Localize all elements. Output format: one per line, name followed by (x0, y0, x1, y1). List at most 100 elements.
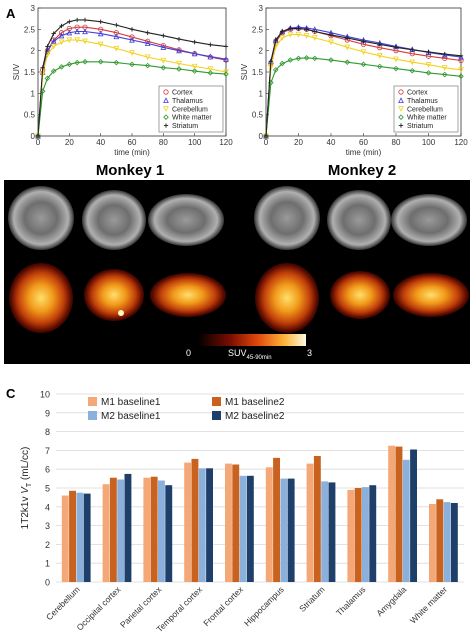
bar (232, 464, 240, 582)
data-point (458, 67, 464, 73)
data-point (223, 69, 229, 76)
data-point (207, 66, 214, 73)
category-label: Hippocampus (242, 584, 286, 628)
data-point (458, 57, 464, 64)
legend-marker (398, 97, 404, 103)
data-point (161, 33, 166, 38)
y-tick-label: 2 (259, 47, 264, 56)
data-point (328, 57, 334, 63)
y-tick-label: 1 (31, 89, 36, 98)
data-point (129, 27, 135, 32)
data-point (311, 55, 318, 62)
data-point (376, 63, 383, 70)
data-point (344, 44, 351, 51)
series-line (265, 33, 462, 137)
y-tick-label: 1.5 (252, 68, 264, 77)
bar (246, 475, 254, 582)
y-tick-label: 2 (31, 47, 36, 56)
data-point (82, 38, 88, 45)
x-tick-label: 100 (188, 138, 202, 147)
data-point (311, 35, 318, 41)
data-point (425, 70, 432, 76)
bar (76, 492, 84, 582)
bar (443, 502, 451, 582)
data-point (97, 58, 104, 65)
legend-marker (163, 97, 169, 103)
data-point (303, 33, 310, 39)
legend-marker (163, 123, 169, 128)
data-point (58, 64, 65, 70)
data-point (458, 53, 464, 60)
series-line (265, 57, 462, 137)
data-point (360, 49, 367, 56)
data-point (458, 53, 464, 58)
data-point (40, 65, 45, 70)
legend-label: M1 baseline2 (225, 397, 285, 408)
data-point (296, 26, 301, 31)
data-point (51, 31, 56, 36)
data-point (74, 37, 81, 44)
bar (313, 456, 321, 582)
series-line (37, 61, 227, 137)
data-point (44, 52, 51, 59)
y-tick-label: 0 (31, 132, 36, 141)
data-point (98, 19, 103, 24)
data-point (442, 51, 447, 57)
legend-marker (398, 114, 404, 120)
bar (61, 495, 69, 582)
data-point (360, 61, 367, 68)
colorbar-max: 3 (307, 348, 313, 358)
category-label: Cerebellum (44, 584, 82, 622)
y-tick-label: 7 (45, 446, 50, 456)
bar (206, 468, 213, 582)
m1-mri-coronal (82, 190, 146, 250)
data-point (129, 34, 135, 40)
data-point (144, 54, 151, 61)
x-tick-label: 80 (159, 138, 168, 147)
legend-marker (398, 123, 404, 128)
legend-label: M2 baseline2 (225, 411, 285, 422)
y-tick-label: 3 (45, 521, 50, 531)
y-tick-label: 5 (45, 484, 50, 494)
y-tick-label: 1 (259, 89, 264, 98)
y-tick-label: 9 (45, 408, 50, 418)
data-point (97, 30, 104, 37)
legend-swatch (212, 397, 221, 406)
data-point (113, 45, 120, 52)
legend-label: Cerebellum (407, 106, 443, 113)
y-tick-label: 3 (259, 4, 264, 13)
x-tick-label: 40 (96, 138, 105, 147)
data-point (191, 50, 198, 57)
data-point (441, 71, 448, 78)
legend-box (393, 85, 459, 133)
data-point (223, 44, 229, 49)
data-point (58, 32, 65, 39)
m2-pet-sagittal (393, 273, 469, 317)
legend-label: Striatum (172, 123, 198, 130)
data-point (113, 59, 120, 66)
data-point (376, 53, 383, 59)
data-point (74, 59, 80, 66)
bar (165, 485, 173, 582)
data-point (273, 37, 278, 43)
y-tick-label: 4 (45, 502, 50, 512)
x-axis-label: time (min) (114, 148, 150, 157)
data-point (144, 40, 151, 47)
m1-mri-axial (8, 186, 74, 250)
data-point (409, 59, 416, 66)
data-point (287, 57, 294, 63)
m2-pet-axial (255, 263, 319, 333)
data-point (160, 57, 167, 64)
legend-label: Striatum (407, 123, 433, 130)
category-label: Thalamus (334, 584, 367, 617)
data-point (361, 39, 366, 44)
data-point (82, 58, 88, 65)
monkey1-suv-chart: 0 20 40 60 80 100 120 0 0.5 1 1.5 2 2.5 3 time (min) SU… (12, 4, 233, 157)
data-point (114, 22, 119, 28)
legend-marker (398, 89, 404, 95)
data-point (67, 19, 72, 24)
data-point (129, 50, 135, 56)
data-point (66, 29, 73, 36)
bar (306, 463, 314, 582)
